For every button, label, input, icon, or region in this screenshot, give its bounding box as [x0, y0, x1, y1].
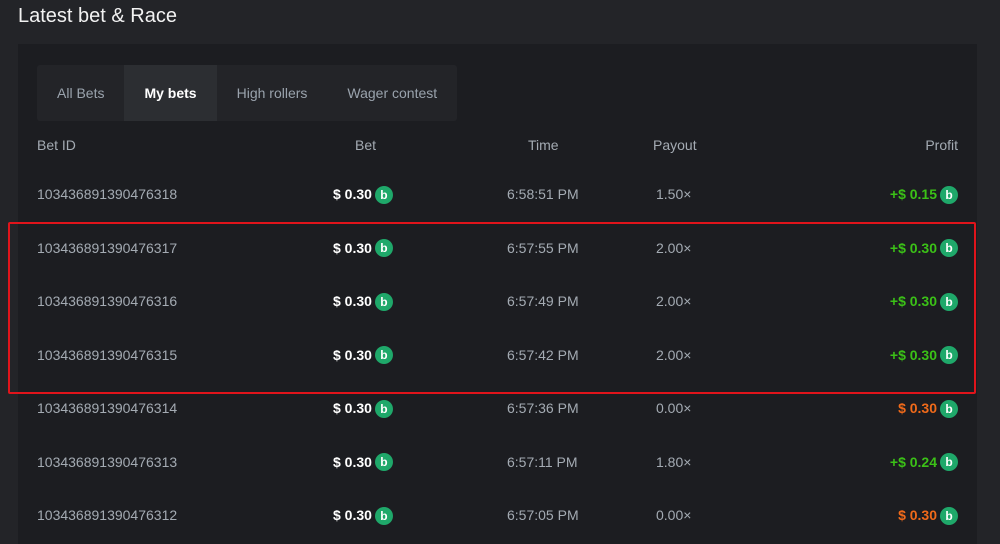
- tab-my-bets[interactable]: My bets: [124, 65, 217, 121]
- col-time: Time: [528, 137, 559, 153]
- coin-icon: b: [374, 346, 393, 364]
- table-header: Bet ID Bet Time Payout Profit: [37, 124, 958, 166]
- bet-amount: $ 0.30 b: [333, 275, 393, 328]
- bet-tabs: All Bets My bets High rollers Wager contest: [37, 65, 458, 121]
- bet-payout: 0.00×: [656, 400, 692, 416]
- bet-time: 6:57:42 PM: [507, 346, 579, 363]
- bet-amount: $ 0.30 b: [333, 222, 393, 275]
- bet-time: 6:57:55 PM: [507, 239, 579, 256]
- bet-value: $ 0.30: [333, 400, 372, 416]
- bet-profit: +$ 0.30 b: [890, 222, 958, 275]
- profit-value: +$ 0.15: [889, 186, 937, 202]
- table-row[interactable]: 103436891390476317 $ 0.30 b 6:57:55 PM 2.…: [37, 222, 958, 275]
- coin-icon: b: [374, 239, 393, 257]
- section-title: Latest bet & Race: [18, 5, 177, 27]
- coin-icon: b: [940, 453, 958, 471]
- table-row[interactable]: 103436891390476315 $ 0.30 b 6:57:42 PM 2.…: [37, 329, 958, 382]
- col-bet-id: Bet ID: [37, 137, 76, 153]
- profit-value: $ 0.30: [898, 400, 937, 416]
- table-row[interactable]: 103436891390476318 $ 0.30 b 6:58:51 PM 1.…: [37, 168, 958, 221]
- col-bet: Bet: [355, 137, 377, 153]
- bet-amount: $ 0.30 b: [333, 382, 393, 435]
- table-row[interactable]: 103436891390476314 $ 0.30 b 6:57:36 PM 0.…: [37, 382, 958, 435]
- bet-value: $ 0.30: [333, 293, 372, 309]
- bet-payout: 2.00×: [656, 293, 692, 309]
- profit-value: $ 0.30: [898, 507, 937, 523]
- bet-payout: 1.50×: [656, 186, 692, 202]
- bet-amount: $ 0.30 b: [333, 329, 393, 382]
- bet-profit: +$ 0.15 b: [890, 168, 958, 221]
- bet-amount: $ 0.30 b: [333, 436, 393, 489]
- bet-payout: 2.00×: [656, 239, 692, 256]
- bet-time: 6:58:51 PM: [507, 186, 579, 202]
- bet-profit: $ 0.30 b: [898, 489, 958, 542]
- coin-icon: b: [374, 453, 393, 471]
- tab-wager-contest[interactable]: Wager contest: [347, 85, 438, 101]
- profit-value: +$ 0.30: [889, 239, 937, 256]
- bet-payout: 0.00×: [656, 507, 692, 523]
- coin-icon: b: [940, 399, 958, 418]
- coin-icon: b: [940, 185, 958, 204]
- coin-icon: b: [374, 399, 393, 418]
- col-profit: Profit: [925, 137, 958, 153]
- bet-amount: $ 0.30 b: [333, 489, 393, 542]
- bet-profit: +$ 0.24 b: [890, 436, 958, 489]
- bet-id: 103436891390476314: [37, 400, 178, 416]
- coin-icon: b: [374, 506, 393, 525]
- bet-time: 6:57:11 PM: [507, 453, 578, 470]
- bet-value: $ 0.30: [333, 239, 372, 256]
- bet-time: 6:57:49 PM: [507, 293, 579, 309]
- coin-icon: b: [374, 185, 393, 204]
- tab-all-bets[interactable]: All Bets: [57, 85, 105, 101]
- col-payout: Payout: [653, 137, 697, 153]
- coin-icon: b: [940, 346, 958, 364]
- profit-value: +$ 0.30: [889, 293, 937, 309]
- bet-id: 103436891390476316: [37, 293, 178, 309]
- table-row[interactable]: 103436891390476313 $ 0.30 b 6:57:11 PM 1.…: [37, 436, 958, 489]
- bet-profit: $ 0.30 b: [898, 382, 958, 435]
- bet-id: 103436891390476317: [37, 239, 178, 256]
- bet-payout: 1.80×: [656, 453, 692, 470]
- table-row[interactable]: 103436891390476312 $ 0.30 b 6:57:05 PM 0.…: [37, 489, 958, 542]
- bet-id: 103436891390476312: [37, 507, 178, 523]
- bet-amount: $ 0.30 b: [333, 168, 393, 221]
- coin-icon: b: [374, 292, 393, 311]
- bet-id: 103436891390476313: [37, 453, 178, 470]
- profit-value: +$ 0.24: [889, 453, 937, 470]
- coin-icon: b: [940, 506, 958, 525]
- tab-high-rollers[interactable]: High rollers: [236, 85, 308, 101]
- bet-payout: 2.00×: [656, 346, 692, 363]
- bet-value: $ 0.30: [333, 453, 372, 470]
- coin-icon: b: [940, 239, 958, 257]
- bet-value: $ 0.30: [333, 507, 372, 523]
- coin-icon: b: [940, 292, 958, 311]
- bet-id: 103436891390476315: [37, 346, 178, 363]
- bet-time: 6:57:05 PM: [507, 507, 579, 523]
- bet-value: $ 0.30: [333, 346, 372, 363]
- bet-id: 103436891390476318: [37, 186, 178, 202]
- bet-time: 6:57:36 PM: [507, 400, 579, 416]
- bets-panel: All Bets My bets High rollers Wager contest…: [18, 44, 977, 544]
- profit-value: +$ 0.30: [889, 346, 937, 363]
- bet-profit: +$ 0.30 b: [890, 329, 958, 382]
- highlight-box: [8, 222, 976, 394]
- bet-value: $ 0.30: [333, 186, 372, 202]
- table-row[interactable]: 103436891390476316 $ 0.30 b 6:57:49 PM 2.…: [37, 275, 958, 328]
- bet-profit: +$ 0.30 b: [890, 275, 958, 328]
